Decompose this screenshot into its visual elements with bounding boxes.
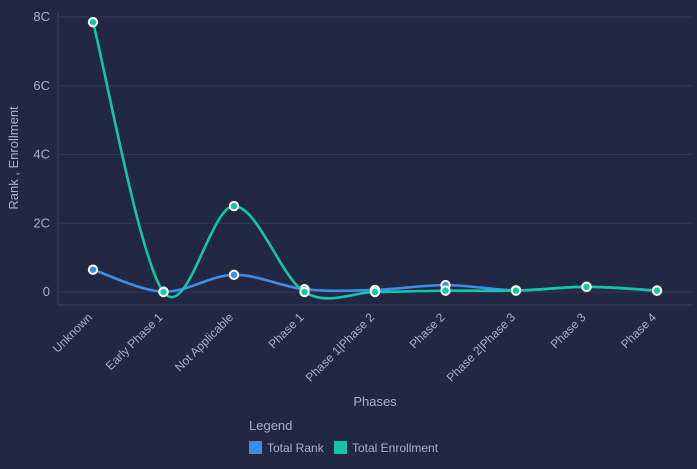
y-axis: 0 2C 4C 6C 8C: [33, 9, 59, 305]
y-tick-label: 0: [43, 284, 50, 299]
y-tick-label: 4C: [33, 147, 50, 162]
legend-title: Legend: [249, 418, 292, 433]
data-point[interactable]: [510, 285, 522, 296]
legend[interactable]: Total Rank Total Enrollment: [249, 441, 439, 455]
series: [87, 16, 663, 300]
data-point[interactable]: [299, 286, 310, 298]
legend-label: Total Enrollment: [352, 441, 439, 455]
y-tick-label: 2C: [33, 215, 50, 230]
data-point[interactable]: [228, 200, 240, 212]
x-axis: Unknown Early Phase 1 Not Applicable Phase …: [50, 304, 692, 385]
data-point[interactable]: [228, 269, 240, 281]
series-line: [91, 20, 659, 300]
legend-swatch: [334, 441, 347, 454]
legend-item[interactable]: Total Rank: [249, 441, 325, 455]
x-tick-label: Early Phase 1: [103, 310, 166, 373]
legend-item[interactable]: Total Enrollment: [334, 441, 439, 455]
x-tick-label: Phase 2|Phase 3: [444, 310, 519, 385]
legend-swatch: [249, 441, 262, 454]
y-tick-label: 6C: [33, 78, 50, 93]
data-point[interactable]: [440, 285, 451, 296]
x-axis-title: Phases: [353, 394, 397, 409]
grid: [58, 16, 692, 293]
x-tick-label: Phase 2: [407, 310, 448, 351]
y-axis-title: Rank , Enrollment: [6, 106, 21, 210]
legend-label: Total Rank: [267, 441, 325, 455]
x-tick-label: Phase 3: [548, 310, 589, 351]
x-tick-label: Phase 1|Phase 2: [303, 310, 378, 385]
x-tick-label: Phase 4: [618, 310, 659, 351]
x-tick-label: Phase 1: [266, 310, 307, 351]
data-point[interactable]: [158, 286, 169, 298]
y-tick-label: 8C: [33, 9, 50, 24]
data-point[interactable]: [87, 16, 99, 28]
data-point[interactable]: [651, 285, 663, 296]
data-point[interactable]: [369, 286, 381, 298]
x-tick-label: Not Applicable: [172, 310, 236, 374]
data-point[interactable]: [87, 264, 99, 275]
data-point[interactable]: [581, 281, 592, 293]
series-total-enrollment: [87, 16, 663, 300]
x-tick-label: Unknown: [50, 310, 95, 355]
